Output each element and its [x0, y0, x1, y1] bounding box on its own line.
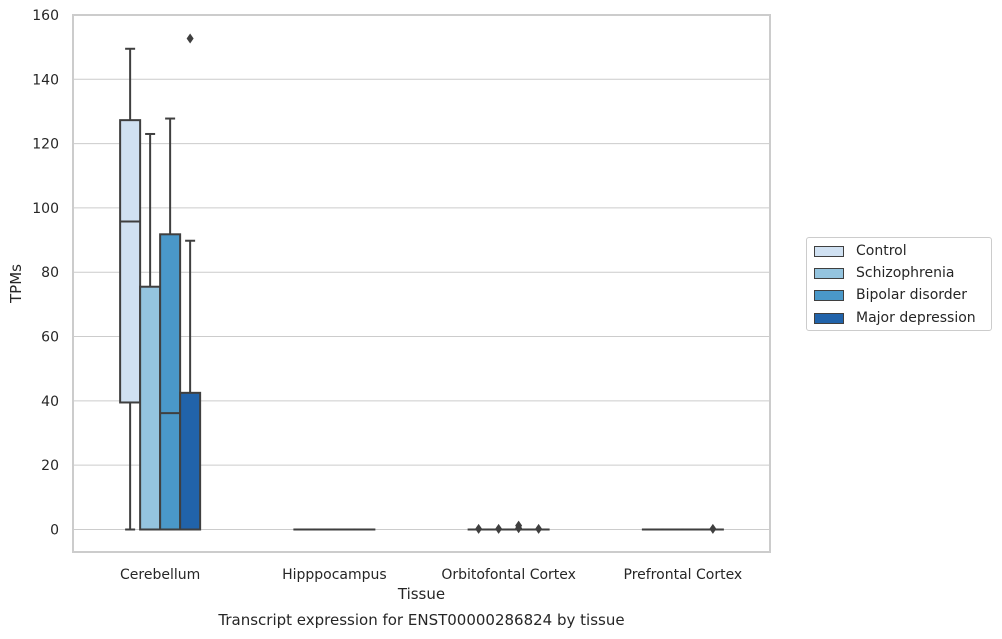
legend-item-control: Control: [814, 241, 907, 261]
y-tick-label-20: 20: [41, 458, 59, 474]
y-tick-label-100: 100: [32, 201, 59, 217]
legend-swatch-major-depression: [814, 312, 844, 324]
y-tick-label-160: 160: [32, 8, 59, 24]
x-tick-label-cerebellum: Cerebellum: [120, 567, 200, 583]
legend-label-schizophrenia: Schizophrenia: [856, 265, 955, 281]
outlier-major-depression-prefrontal-cortex-0: [709, 523, 717, 534]
y-tick-label-140: 140: [32, 72, 59, 88]
legend-item-bipolar: Bipolar disorder: [814, 285, 967, 305]
box-major-depression-cerebellum: [179, 391, 202, 531]
x-tick-label-hipppocampus: Hipppocampus: [282, 567, 387, 583]
legend-label-bipolar: Bipolar disorder: [856, 287, 968, 303]
legend-item-schizophrenia: Schizophrenia: [814, 263, 954, 283]
y-tick-label-120: 120: [32, 137, 59, 153]
y-axis-label: TPMs: [7, 264, 25, 304]
legend-label-control: Control: [856, 243, 907, 259]
y-tick-label-40: 40: [41, 394, 59, 410]
box-bipolar-disorder-cerebellum: [159, 233, 182, 531]
outlier-major-depression-orbitofontal-cortex-0: [535, 523, 543, 534]
legend-swatch-control: [814, 245, 844, 257]
x-tick-label-prefrontal-cortex: Prefrontal Cortex: [624, 567, 743, 583]
outlier-schizophrenia-orbitofontal-cortex-0: [495, 523, 503, 534]
box-schizophrenia-cerebellum: [139, 285, 162, 531]
y-tick-label-60: 60: [41, 330, 59, 346]
legend-label-major-depression: Major depression: [856, 310, 976, 326]
y-tick-label-0: 0: [50, 522, 59, 538]
plot-frame: [72, 14, 771, 553]
legend-item-major-depression: Major depression: [814, 308, 976, 328]
x-axis-label: Tissue: [397, 585, 445, 603]
y-tick-label-80: 80: [41, 265, 59, 281]
legend-swatch-bipolar: [814, 289, 844, 301]
legend: Control Schizophrenia Bipolar disorder M…: [806, 237, 992, 331]
x-tick-label-orbitofontal-cortex: Orbitofontal Cortex: [441, 567, 576, 583]
outlier-major-depression-cerebellum-0: [186, 33, 194, 44]
outlier-bipolar-disorder-orbitofontal-cortex-1: [515, 520, 523, 531]
box-control-cerebellum: [119, 119, 142, 404]
chart-caption: Transcript expression for ENST0000028682…: [218, 611, 625, 629]
legend-swatch-schizophrenia: [814, 267, 844, 279]
outlier-control-orbitofontal-cortex-0: [475, 523, 483, 534]
